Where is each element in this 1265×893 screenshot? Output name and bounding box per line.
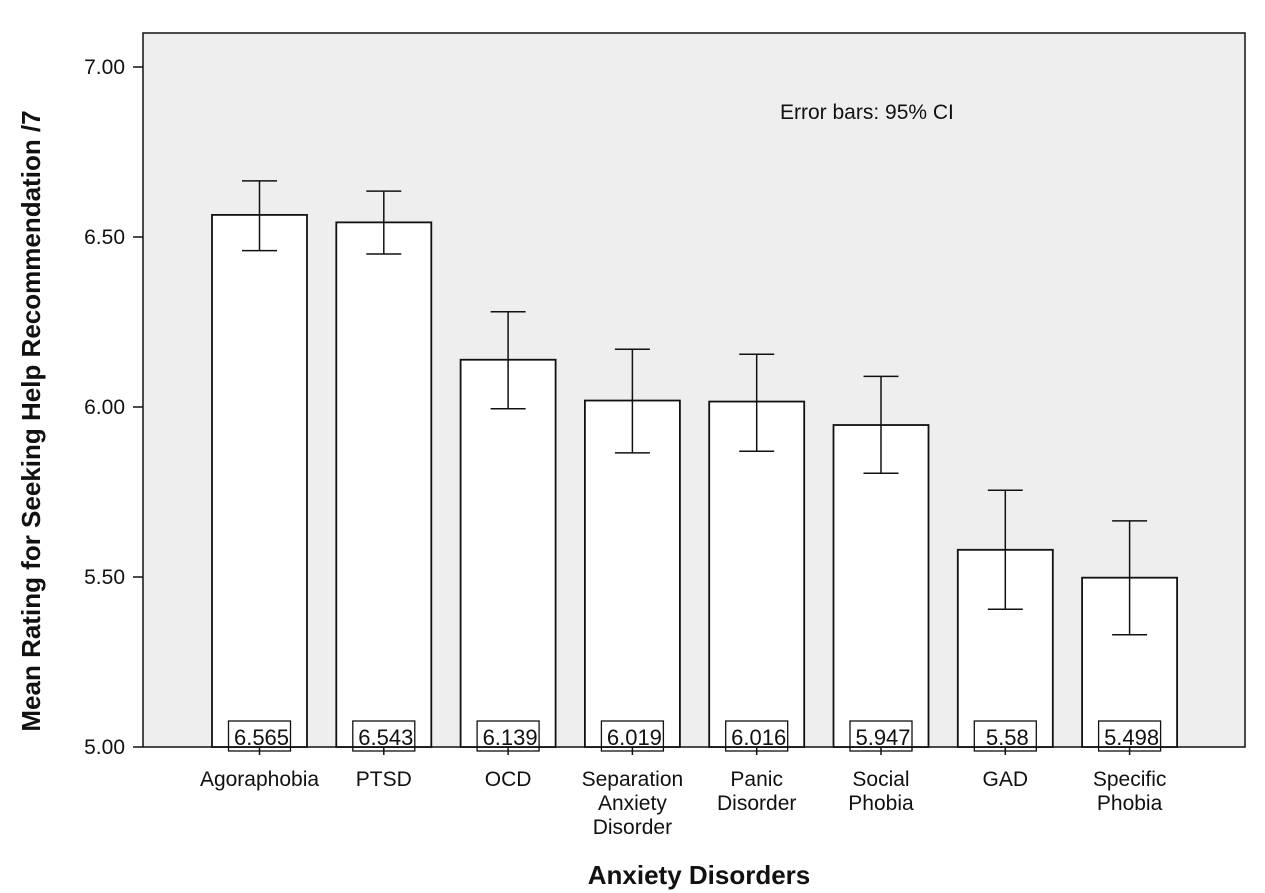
- bar-5: [832, 424, 930, 748]
- y-tick-label-1: 5.50: [84, 566, 125, 589]
- bar-1: [335, 221, 433, 748]
- value-label-3: 6.019: [607, 725, 662, 750]
- category-label-4: Panic Disorder: [717, 768, 796, 815]
- y-tick-label-2: 6.00: [84, 396, 125, 419]
- bar-3: [584, 399, 681, 748]
- category-label-0: Agoraphobia: [200, 768, 319, 791]
- category-label-6: GAD: [983, 768, 1029, 791]
- y-tick-label-4: 7.00: [84, 56, 125, 79]
- x-axis-title: Anxiety Disorders: [588, 860, 811, 890]
- category-label-1: PTSD: [356, 768, 412, 791]
- bar-0: [211, 213, 308, 748]
- category-label-2: OCD: [485, 768, 532, 791]
- value-label-6: 5.58: [986, 725, 1029, 750]
- value-label-0: 6.565: [234, 725, 289, 750]
- category-label-7: Specific Phobia: [1093, 768, 1167, 815]
- category-label-5: Social Phobia: [848, 768, 914, 815]
- value-label-7: 5.498: [1104, 725, 1159, 750]
- y-axis-title: Mean Rating for Seeking Help Recommendat…: [16, 110, 46, 731]
- value-label-4: 6.016: [731, 725, 786, 750]
- bar-2: [459, 358, 557, 748]
- error-bars-note: Error bars: 95% CI: [780, 101, 954, 124]
- y-tick-label-3: 6.50: [84, 226, 125, 249]
- plot-area: [142, 32, 1246, 748]
- y-tick-label-0: 5.00: [84, 736, 125, 759]
- value-label-1: 6.543: [358, 725, 413, 750]
- category-label-3: Separation Anxiety Disorder: [582, 768, 684, 839]
- value-label-2: 6.139: [483, 725, 538, 750]
- bar-4: [708, 400, 806, 748]
- value-label-5: 5.947: [855, 725, 910, 750]
